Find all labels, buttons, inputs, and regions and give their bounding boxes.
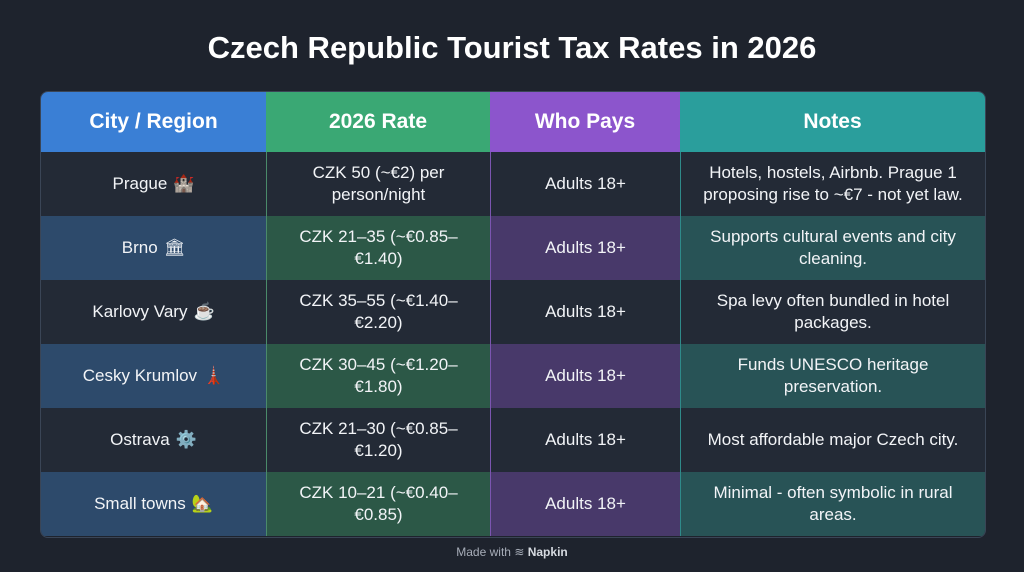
napkin-logo-icon: ≋ (514, 545, 525, 559)
cell-city: Prague 🏰 (41, 152, 266, 216)
cell-notes: Supports cultural events and city cleani… (680, 216, 985, 280)
city-text: Cesky Krumlov (82, 366, 198, 385)
tourist-tax-table: City / Region 2026 Rate Who Pays Notes P… (40, 91, 986, 538)
cell-rate: CZK 21–30 (~€0.85–€1.20) (266, 408, 490, 472)
rate-text: CZK 35–55 (~€1.40–€2.20) (299, 291, 458, 332)
cell-rate: CZK 10–21 (~€0.40–€0.85) (266, 472, 490, 536)
notes-text: Hotels, hostels, Airbnb. Prague 1 propos… (703, 163, 963, 204)
cell-notes: Funds UNESCO heritage preservation. (680, 344, 985, 408)
cell-rate: CZK 30–45 (~€1.20–€1.80) (266, 344, 490, 408)
rate-text: CZK 21–35 (~€0.85–€1.40) (299, 227, 458, 268)
city-text: Small towns (94, 494, 186, 513)
city-text: Ostrava (110, 430, 170, 449)
footer-prefix: Made with (456, 545, 511, 559)
house-icon: 🏡 (191, 494, 213, 513)
cell-rate: CZK 35–55 (~€1.40–€2.20) (266, 280, 490, 344)
rate-text: CZK 30–45 (~€1.20–€1.80) (299, 355, 458, 396)
who-text: Adults 18+ (545, 238, 626, 257)
header-city: City / Region (41, 92, 266, 152)
rate-text: CZK 21–30 (~€0.85–€1.20) (299, 419, 458, 460)
header-notes: Notes (680, 92, 985, 152)
cell-who: Adults 18+ (490, 472, 680, 536)
footer-credit: Made with ≋ Napkin (0, 545, 1024, 559)
cell-city: Ostrava ⚙️ (41, 408, 266, 472)
coffee-cup-icon: ☕ (193, 302, 215, 321)
cell-rate: CZK 21–35 (~€0.85–€1.40) (266, 216, 490, 280)
cell-notes: Spa levy often bundled in hotel packages… (680, 280, 985, 344)
cell-who: Adults 18+ (490, 408, 680, 472)
cell-city: Cesky Krumlov 🗼 (41, 344, 266, 408)
tower-icon: 🗼 (203, 366, 225, 385)
cell-city: Brno 🏛 (41, 216, 266, 280)
cell-rate: CZK 50 (~€2) per person/night (266, 152, 490, 216)
who-text: Adults 18+ (545, 430, 626, 449)
rate-text: CZK 10–21 (~€0.40–€0.85) (299, 483, 458, 524)
cell-city: Karlovy Vary ☕ (41, 280, 266, 344)
cell-notes: Hotels, hostels, Airbnb. Prague 1 propos… (680, 152, 985, 216)
who-text: Adults 18+ (545, 302, 626, 321)
notes-text: Spa levy often bundled in hotel packages… (716, 291, 950, 332)
who-text: Adults 18+ (545, 174, 626, 193)
header-who-pays: Who Pays (490, 92, 680, 152)
page-title: Czech Republic Tourist Tax Rates in 2026 (207, 30, 817, 65)
cell-notes: Most affordable major Czech city. (680, 408, 985, 472)
cell-who: Adults 18+ (490, 344, 680, 408)
gear-icon: ⚙️ (175, 430, 197, 449)
cell-who: Adults 18+ (490, 152, 680, 216)
city-text: Prague (112, 174, 168, 193)
header-rate: 2026 Rate (266, 92, 490, 152)
notes-text: Funds UNESCO heritage preservation. (737, 355, 929, 396)
notes-text: Minimal - often symbolic in rural areas. (713, 483, 953, 524)
cell-notes: Minimal - often symbolic in rural areas. (680, 472, 985, 536)
cell-who: Adults 18+ (490, 216, 680, 280)
city-text: Brno (121, 238, 158, 257)
cell-city: Small towns 🏡 (41, 472, 266, 536)
city-text: Karlovy Vary (92, 302, 188, 321)
building-icon: 🏛 (163, 238, 186, 257)
who-text: Adults 18+ (545, 494, 626, 513)
who-text: Adults 18+ (545, 366, 626, 385)
rate-text: CZK 50 (~€2) per person/night (312, 163, 445, 204)
cell-who: Adults 18+ (490, 280, 680, 344)
footer-brand: Napkin (527, 545, 568, 559)
castle-icon: 🏰 (173, 174, 195, 193)
notes-text: Supports cultural events and city cleani… (710, 227, 956, 268)
notes-text: Most affordable major Czech city. (707, 430, 959, 449)
